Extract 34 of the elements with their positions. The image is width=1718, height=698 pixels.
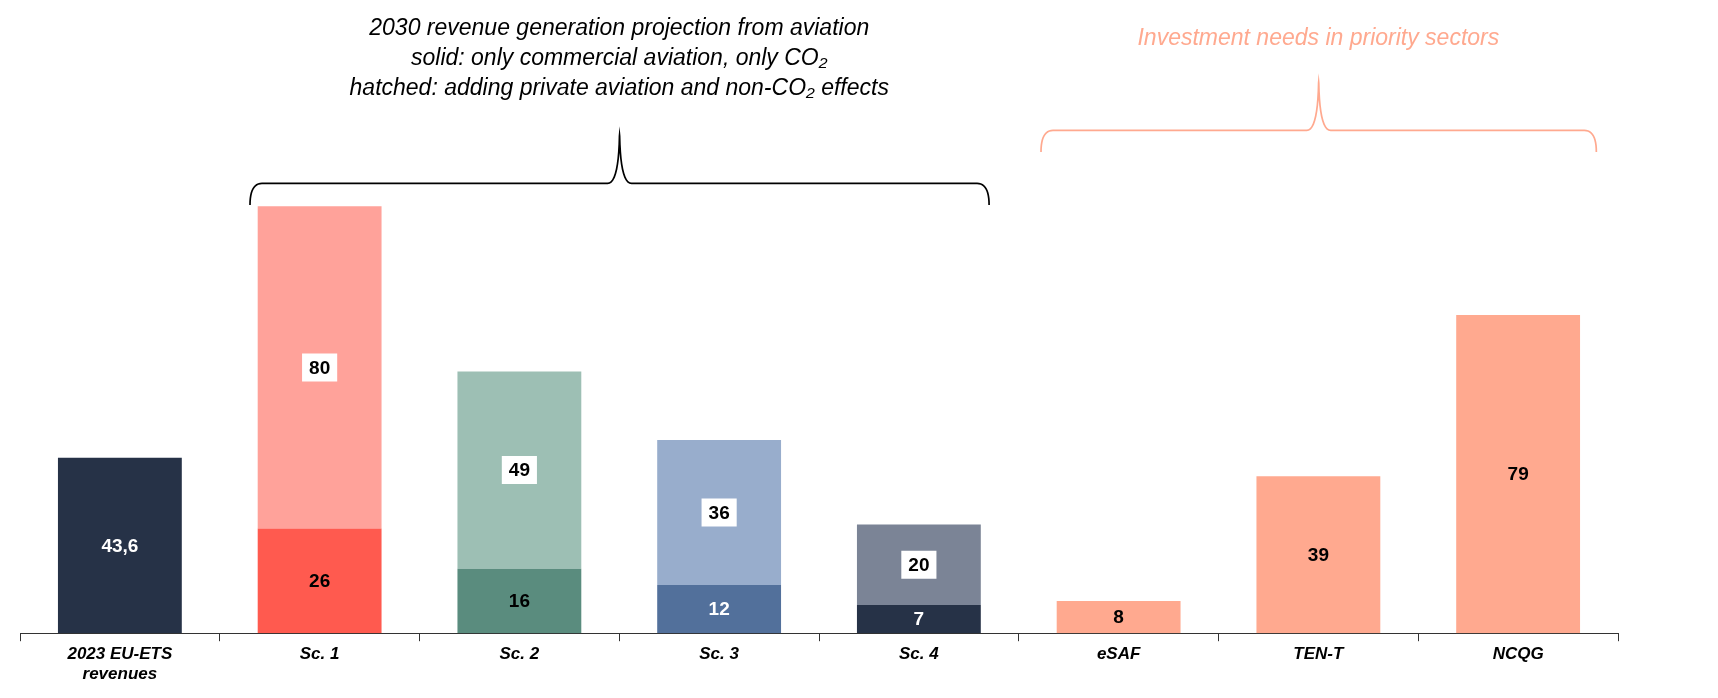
x-tick-label: Sc. 4 xyxy=(899,644,940,664)
data-label: 8 xyxy=(1113,606,1124,628)
bar xyxy=(1456,315,1581,634)
bar xyxy=(1056,600,1181,634)
bar xyxy=(657,439,782,585)
data-label: 7 xyxy=(913,608,925,630)
x-tick-label: Sc. 2 xyxy=(499,644,540,664)
data-label: 80 xyxy=(309,356,331,378)
data-label: 12 xyxy=(708,598,730,620)
bar xyxy=(457,568,582,634)
bar xyxy=(457,371,582,569)
x-tick-label: 2023 EU-ETS revenues xyxy=(66,644,173,684)
data-label: 49 xyxy=(508,459,530,481)
data-label: 79 xyxy=(1507,463,1529,485)
bar xyxy=(57,457,182,634)
data-label: 36 xyxy=(708,501,730,523)
text: 2030 revenue generation projection from aviation solid: only commercial aviation, only CO₂ hatched: adding private aviation and non-CO₂ effects xyxy=(349,13,889,102)
data-label: 20 xyxy=(908,553,930,575)
bar xyxy=(856,605,981,634)
bar xyxy=(657,584,782,634)
bar xyxy=(257,206,382,529)
x-tick-label: NCQG xyxy=(1492,644,1544,664)
data-label: 39 xyxy=(1307,543,1329,565)
data-label: 16 xyxy=(508,590,530,612)
x-tick-label: TEN-T xyxy=(1293,644,1346,664)
bar xyxy=(856,524,981,606)
x-tick-label: eSAF xyxy=(1096,644,1141,664)
x-tick-label: Sc. 3 xyxy=(699,644,740,664)
bar xyxy=(257,528,382,634)
text: Investment needs in priority sectors xyxy=(1137,23,1500,52)
x-tick-label: Sc. 1 xyxy=(299,644,340,664)
data-label: 43,6 xyxy=(101,534,139,556)
data-label: 26 xyxy=(309,570,331,592)
bar xyxy=(1256,476,1381,634)
